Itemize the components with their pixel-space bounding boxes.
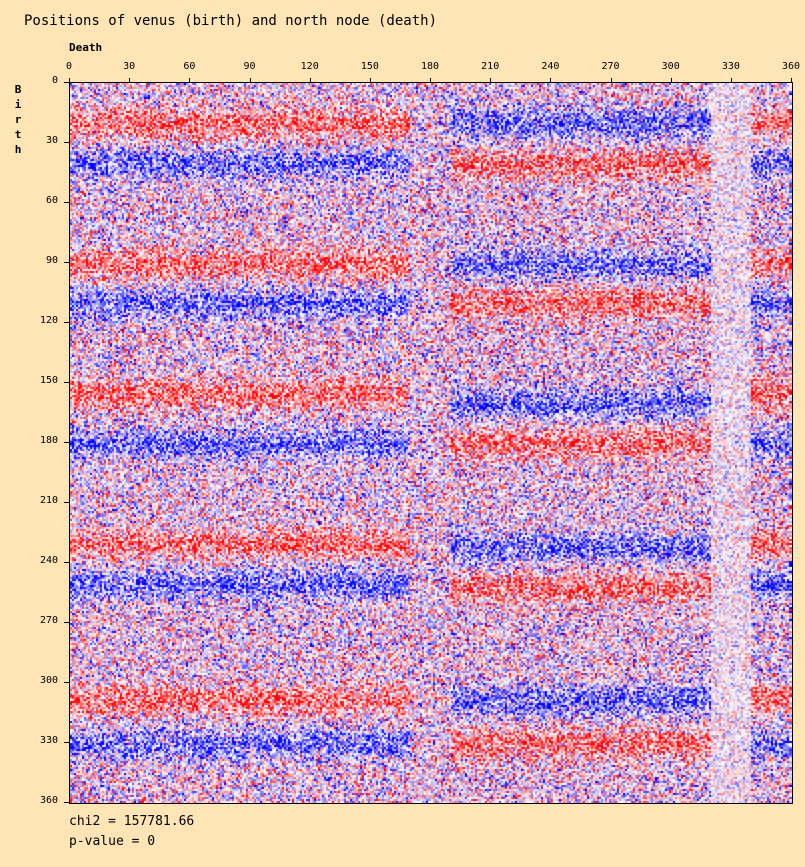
y-axis-label-letter: t [14,128,22,141]
y-tick-label: 240 [40,555,59,566]
x-tick-label: 330 [721,61,740,72]
x-tick-label: 90 [243,61,256,72]
x-axis-label: Death [69,41,103,54]
y-tick [64,202,69,203]
x-tick [670,78,672,82]
y-tick [64,562,69,563]
y-tick-label: 30 [46,135,59,146]
y-tick-label: 180 [40,435,59,446]
y-tick-label: 360 [40,795,59,806]
x-tick [550,78,552,82]
x-tick-label: 240 [541,61,560,72]
y-axis-label-letter: B [14,83,22,96]
y-tick-label: 150 [40,375,59,386]
x-tick-label: 0 [66,61,73,72]
x-tick [189,78,191,82]
y-tick-label: 0 [52,75,59,86]
y-tick [64,82,69,83]
y-axis-label-letter: i [14,98,22,111]
chi2-stat: chi2 = 157781.66 [69,814,195,829]
x-tick [490,78,492,82]
y-tick [64,442,69,443]
y-tick [64,682,69,683]
y-tick [64,502,69,503]
x-tick-label: 300 [661,61,680,72]
y-tick-label: 270 [40,615,59,626]
x-tick-label: 30 [123,61,136,72]
y-axis-label-letter: h [14,143,22,156]
y-tick [64,802,69,803]
x-tick-label: 60 [183,61,196,72]
x-tick [430,78,431,82]
y-tick-label: 330 [40,735,59,746]
y-tick [64,262,69,263]
y-tick-label: 120 [40,315,59,326]
chart-title: Positions of venus (birth) and north nod… [24,13,438,29]
x-tick [69,78,70,82]
x-tick [369,78,371,82]
y-axis-label-letter: r [14,113,22,126]
x-tick-label: 120 [300,61,319,72]
y-tick [64,382,69,383]
y-tick-label: 300 [40,675,59,686]
y-tick [64,742,69,743]
x-tick-label: 270 [601,61,620,72]
x-tick [249,78,251,82]
heatmap-cells [70,83,792,803]
x-tick-label: 180 [421,61,440,72]
y-tick-label: 60 [46,195,59,206]
y-tick-label: 210 [40,495,59,506]
x-tick-label: 210 [481,61,500,72]
y-tick [64,322,69,323]
x-tick-label: 360 [782,61,801,72]
x-tick [129,78,131,82]
y-tick [64,142,69,143]
x-tick [730,78,732,82]
x-tick [309,78,311,82]
y-tick [64,622,69,623]
x-tick [610,78,612,82]
p-value-stat: p-value = 0 [69,834,156,849]
x-tick-label: 150 [360,61,379,72]
x-tick [791,78,792,82]
y-tick-label: 90 [46,255,59,266]
heatmap-plot-area [69,82,793,804]
